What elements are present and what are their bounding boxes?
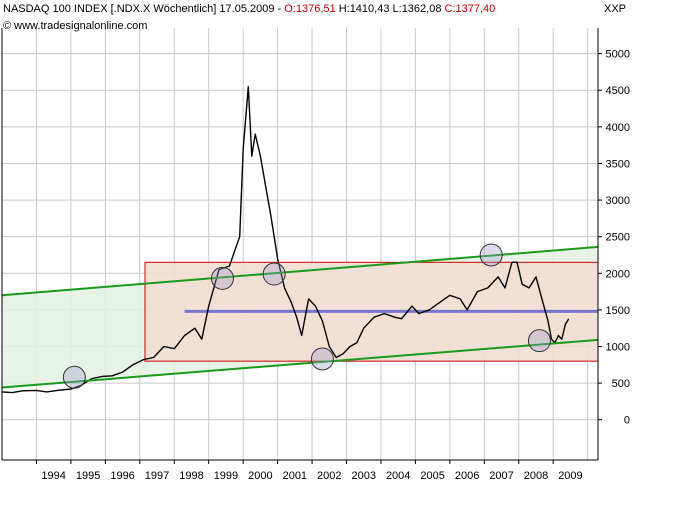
low-value: L:1362,08 [392,3,442,15]
x-tick-label: 1996 [110,470,134,482]
circle-layer [62,243,551,389]
line-layer [1,85,599,394]
y-tick-label: 5000 [606,49,630,61]
touch-point-circle [262,262,286,286]
high-value: H:1410,43 [338,3,390,15]
y-tick-label: 1000 [606,342,630,354]
x-tick-label: 2000 [248,470,272,482]
touch-point-circle [310,347,334,371]
touch-point-circle [527,329,551,353]
x-tick-label: 2007 [489,470,513,482]
close-value: C:1377,40 [444,3,496,15]
touch-point-circle [479,243,503,267]
x-tick-label: 2004 [386,470,410,482]
y-tick-label: 500 [612,378,630,390]
chart-header: NASDAQ 100 INDEX [.NDX.X Wöchentlich] 17… [3,3,495,15]
x-tick-label: 2009 [558,470,582,482]
source-credit: © www.tradesignalonline.com [3,20,148,32]
y-tick-label: 4500 [606,85,630,97]
x-tick-label: 1994 [41,470,65,482]
x-tick-label: 2002 [317,470,341,482]
x-tick-label: 1999 [214,470,238,482]
open-value: O:1376,51 [284,3,336,15]
trend-line-lower [1,338,599,389]
y-tick-label: 2500 [606,232,630,244]
x-tick-label: 2003 [351,470,375,482]
x-tick-label: 1995 [76,470,100,482]
touch-point-circle [210,266,234,290]
x-tick-label: 2001 [283,470,307,482]
x-tick-label: 1998 [179,470,203,482]
y-tick-label: 4000 [606,122,630,134]
x-tick-label: 1997 [145,470,169,482]
header-title: NASDAQ 100 INDEX [.NDX.X Wöchentlich] 17… [3,3,285,15]
price-series-line [1,85,570,394]
y-tick-label: 1500 [606,305,630,317]
trend-line-upper [1,245,599,297]
y-tick-label: 0 [624,415,630,427]
x-tick-label: 2008 [524,470,548,482]
y-tick-label: 2000 [606,268,630,280]
axes: 0 500 1000 1500 2000 2500 3000 3500 4000 4500 5000… [1,28,630,482]
axis-name: XXP [604,3,627,15]
x-tick-label: 2006 [455,470,479,482]
touch-point-circle [62,365,86,389]
y-tick-label: 3500 [606,158,630,170]
x-tick-label: 2005 [420,470,444,482]
y-tick-label: 3000 [606,195,630,207]
fill-layer [2,246,599,388]
grid [2,28,598,460]
